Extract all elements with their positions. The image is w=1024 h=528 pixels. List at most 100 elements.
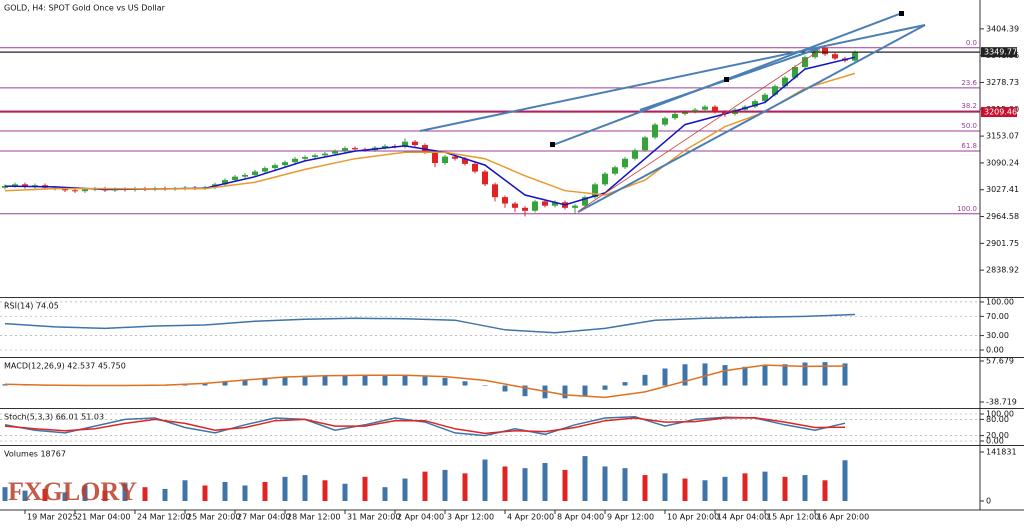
bar xyxy=(162,488,168,502)
bar xyxy=(322,480,328,502)
bar xyxy=(662,473,668,502)
price-marker xyxy=(981,47,1017,58)
bar xyxy=(762,365,768,386)
bar xyxy=(762,471,768,502)
bar xyxy=(82,485,88,502)
panel-title: GOLD, H4: SPOT Gold Once vs US Dollar xyxy=(4,4,166,13)
candle-body xyxy=(442,156,448,164)
candle-body xyxy=(572,205,578,208)
bar xyxy=(782,476,788,502)
bar xyxy=(702,480,708,502)
candle-body xyxy=(292,158,298,163)
bar xyxy=(582,385,588,396)
x-tick-label: 21 Mar 04:00 xyxy=(77,513,130,522)
candle-body xyxy=(322,153,328,156)
x-tick-label: 19 Mar 2025 xyxy=(27,513,78,522)
series-line xyxy=(4,415,846,437)
fib-label: 100.0 xyxy=(957,205,977,213)
candle-body xyxy=(662,118,668,125)
bar xyxy=(722,476,728,502)
bar xyxy=(182,480,188,502)
y-tick-label: 2838.92 xyxy=(986,266,1019,275)
bar xyxy=(502,466,508,502)
bar xyxy=(322,375,328,386)
bar xyxy=(422,376,428,386)
series-line xyxy=(4,72,856,196)
bar xyxy=(342,374,348,386)
bar xyxy=(222,381,228,386)
fib-label: 0.0 xyxy=(966,39,977,47)
bar xyxy=(642,475,648,502)
candle-body xyxy=(712,106,718,112)
candle-body xyxy=(752,101,758,107)
bar xyxy=(842,363,848,386)
panel-title: Stoch(5,3,3) 66.01 51.03 xyxy=(4,413,104,422)
bar xyxy=(682,478,688,502)
x-tick-label: 24 Mar 12:00 xyxy=(137,513,190,522)
bar xyxy=(502,385,508,392)
x-tick-label: 9 Apr 12:00 xyxy=(607,513,654,522)
candle-body xyxy=(382,145,388,148)
candle-body xyxy=(532,201,538,211)
candle-body xyxy=(772,86,778,95)
bar xyxy=(362,476,368,502)
price-marker-label: 3209.46 xyxy=(984,108,1017,117)
candle-body xyxy=(232,176,238,181)
bar xyxy=(742,473,748,502)
price-marker-label: 3349.77 xyxy=(984,48,1017,57)
bar xyxy=(702,363,708,386)
candle-body xyxy=(692,109,698,112)
bar xyxy=(182,384,188,386)
bar xyxy=(62,492,68,502)
bar xyxy=(122,483,128,502)
candle-body xyxy=(342,148,348,152)
panel-title: RSI(14) 74.05 xyxy=(4,302,59,311)
candle-body xyxy=(612,167,618,174)
series-line xyxy=(4,364,846,399)
candle-body xyxy=(242,174,248,177)
candle-body xyxy=(272,165,278,169)
series-line xyxy=(4,313,856,334)
trend-line xyxy=(579,49,821,211)
bar xyxy=(822,362,828,386)
x-tick-label: 8 Apr 04:00 xyxy=(557,513,604,522)
bar xyxy=(2,487,8,502)
bar xyxy=(402,375,408,386)
bar xyxy=(462,381,468,386)
bar xyxy=(742,366,748,386)
bar xyxy=(522,468,528,502)
y-tick-label: 30.00 xyxy=(986,331,1009,340)
bar xyxy=(222,481,228,502)
x-tick-label: 14 Apr 04:00 xyxy=(717,513,769,522)
bar xyxy=(442,469,448,502)
trend-line xyxy=(639,47,821,111)
candle-body xyxy=(502,197,508,204)
y-tick-label: 3090.24 xyxy=(986,158,1019,167)
y-tick-label: 20.00 xyxy=(986,431,1009,440)
candle-body xyxy=(672,113,678,119)
x-tick-label: 15 Apr 12:00 xyxy=(767,513,819,522)
logo: FXGLORY xyxy=(8,477,137,506)
y-tick-label: 0.00 xyxy=(986,345,1004,354)
candle-body xyxy=(542,201,548,206)
panel-title: Volumes 18767 xyxy=(4,450,66,459)
candle-body xyxy=(792,66,798,78)
bar xyxy=(642,374,648,386)
y-tick-label: 3278.73 xyxy=(986,78,1019,87)
bar xyxy=(302,475,308,502)
candle-body xyxy=(22,184,28,187)
bar xyxy=(622,468,628,502)
bar xyxy=(602,385,608,390)
bar xyxy=(282,376,288,386)
x-tick-label: 10 Apr 20:00 xyxy=(667,513,719,522)
anchor-point xyxy=(899,11,904,16)
fib-label: 23.6 xyxy=(961,79,977,87)
candle-body xyxy=(252,171,258,175)
candle-body xyxy=(62,188,68,191)
candle-body xyxy=(822,47,828,55)
candle-body xyxy=(642,137,648,151)
bar xyxy=(602,466,608,502)
bar xyxy=(422,471,428,502)
candle-body xyxy=(602,173,608,185)
series-line xyxy=(4,417,846,435)
